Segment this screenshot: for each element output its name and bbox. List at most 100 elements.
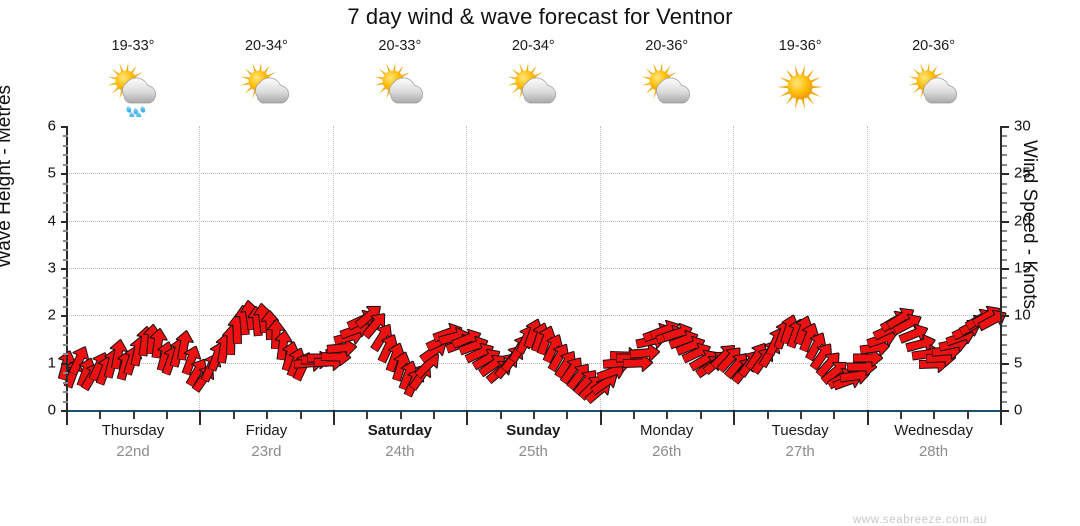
- day-boundary-gridline-4: [599, 126, 601, 410]
- day-label-wednesday: Wednesday 28th: [867, 420, 1001, 462]
- left-tick-label-2: 2: [47, 306, 56, 324]
- day-temperature-range: 19-33°: [111, 38, 155, 54]
- sun-icon: [733, 57, 867, 119]
- right-minor-tick: [1002, 230, 1007, 233]
- right-minor-tick: [1002, 163, 1007, 166]
- day-date: 25th: [518, 443, 548, 460]
- day-header-saturday: 20-33°: [333, 38, 467, 119]
- right-minor-tick: [1002, 400, 1007, 403]
- x-minor-tick: [766, 410, 769, 419]
- plot-area: www.seabreeze.com.au: [57, 126, 1008, 526]
- day-header-sunday: 20-34°: [466, 38, 600, 119]
- left-minor-tick: [63, 135, 68, 138]
- left-tick-label-5: 5: [47, 164, 56, 182]
- day-label-monday: Monday 26th: [600, 420, 734, 462]
- day-header-strip: 19-33° 20-34° 20-33° 20-34°: [66, 38, 1000, 124]
- day-label-saturday: Saturday 24th: [333, 420, 467, 462]
- right-minor-tick: [1002, 277, 1007, 280]
- day-boundary-gridline-6: [866, 126, 868, 410]
- gridline-2: [66, 315, 1000, 317]
- left-tick-label-4: 4: [47, 212, 56, 230]
- day-date: 26th: [652, 443, 682, 460]
- right-minor-tick: [1002, 182, 1007, 185]
- left-minor-tick: [63, 182, 68, 185]
- day-temperature-range: 19-36°: [778, 38, 822, 54]
- left-minor-tick: [63, 334, 68, 337]
- day-label-friday: Friday 23rd: [199, 420, 333, 462]
- right-tick-15: [1002, 268, 1009, 270]
- day-header-friday: 20-34°: [199, 38, 333, 119]
- x-minor-tick: [366, 410, 369, 419]
- right-axis-line: 0 5 10 15 20 25 30: [1000, 118, 1031, 419]
- left-minor-tick: [63, 372, 68, 375]
- left-tick-2: [61, 315, 68, 318]
- gridline-5: [66, 173, 1000, 175]
- left-minor-tick: [63, 400, 68, 403]
- day-boundary-gridline-3: [466, 126, 468, 410]
- left-minor-tick: [63, 239, 68, 242]
- day-date: 22nd: [116, 443, 150, 460]
- left-minor-tick: [63, 324, 68, 327]
- day-temperature-range: 20-36°: [645, 38, 689, 54]
- right-tick-label-25: 25: [1014, 164, 1031, 182]
- right-minor-tick: [1002, 324, 1007, 327]
- x-minor-tick: [566, 410, 569, 419]
- left-minor-tick: [63, 258, 68, 261]
- right-minor-tick: [1002, 249, 1007, 252]
- right-tick-label-15: 15: [1014, 259, 1031, 277]
- left-minor-tick: [63, 296, 68, 299]
- right-minor-tick: [1002, 391, 1007, 394]
- left-tick-4: [61, 220, 68, 223]
- day-header-tuesday: 19-36°: [733, 38, 867, 119]
- x-day-tick: [599, 410, 602, 425]
- x-day-tick: [466, 410, 469, 425]
- right-tick-label-0: 0: [1014, 401, 1023, 419]
- day-boundary-gridline-5: [733, 126, 735, 410]
- gridline-1: [66, 362, 1000, 364]
- left-minor-tick: [63, 154, 68, 157]
- day-temperature-range: 20-34°: [511, 38, 555, 54]
- day-date: 28th: [918, 443, 949, 460]
- left-minor-tick: [63, 192, 68, 195]
- right-minor-tick: [1002, 144, 1007, 147]
- left-tick-3: [61, 268, 68, 270]
- sun-cloud-rain-icon: [66, 57, 200, 119]
- x-minor-tick: [799, 410, 802, 419]
- sun-cloud-icon: [199, 57, 333, 119]
- right-minor-tick: [1002, 334, 1007, 337]
- day-label-thursday: Thursday 22nd: [66, 420, 200, 462]
- right-minor-tick: [1002, 305, 1007, 308]
- day-temperature-range: 20-34°: [244, 38, 288, 54]
- gridline-4: [66, 220, 1000, 222]
- right-tick-5: [1002, 362, 1009, 365]
- x-minor-tick: [232, 410, 235, 419]
- day-name: Monday: [640, 422, 694, 439]
- right-minor-tick: [1002, 372, 1007, 375]
- x-day-tick: [1000, 410, 1002, 425]
- x-day-tick: [199, 410, 202, 425]
- day-name: Wednesday: [894, 422, 974, 439]
- sun-cloud-icon: [466, 57, 600, 119]
- x-minor-tick: [699, 410, 702, 419]
- sun-cloud-icon: [333, 57, 467, 119]
- day-boundary-gridline-1: [199, 126, 201, 410]
- x-day-tick: [733, 410, 736, 425]
- left-minor-tick: [63, 391, 68, 394]
- x-day-tick: [332, 410, 335, 425]
- right-tick-label-20: 20: [1014, 212, 1031, 230]
- x-minor-tick: [99, 410, 102, 419]
- right-tick-20: [1002, 220, 1009, 223]
- right-tick-25: [1002, 173, 1009, 176]
- left-tick-label-3: 3: [47, 259, 56, 277]
- right-minor-tick: [1002, 296, 1007, 299]
- right-minor-tick: [1002, 286, 1007, 289]
- left-minor-tick: [63, 230, 68, 233]
- right-tick-0: [1002, 410, 1009, 412]
- day-header-wednesday: 20-36°: [867, 38, 1001, 119]
- x-minor-tick: [399, 410, 402, 419]
- left-minor-tick: [63, 277, 68, 280]
- day-label-tuesday: Tuesday 27th: [733, 420, 867, 462]
- left-minor-tick: [63, 163, 68, 166]
- right-axis-title: Wind Speed - Knots: [1019, 140, 1040, 309]
- left-tick-label-1: 1: [47, 354, 56, 372]
